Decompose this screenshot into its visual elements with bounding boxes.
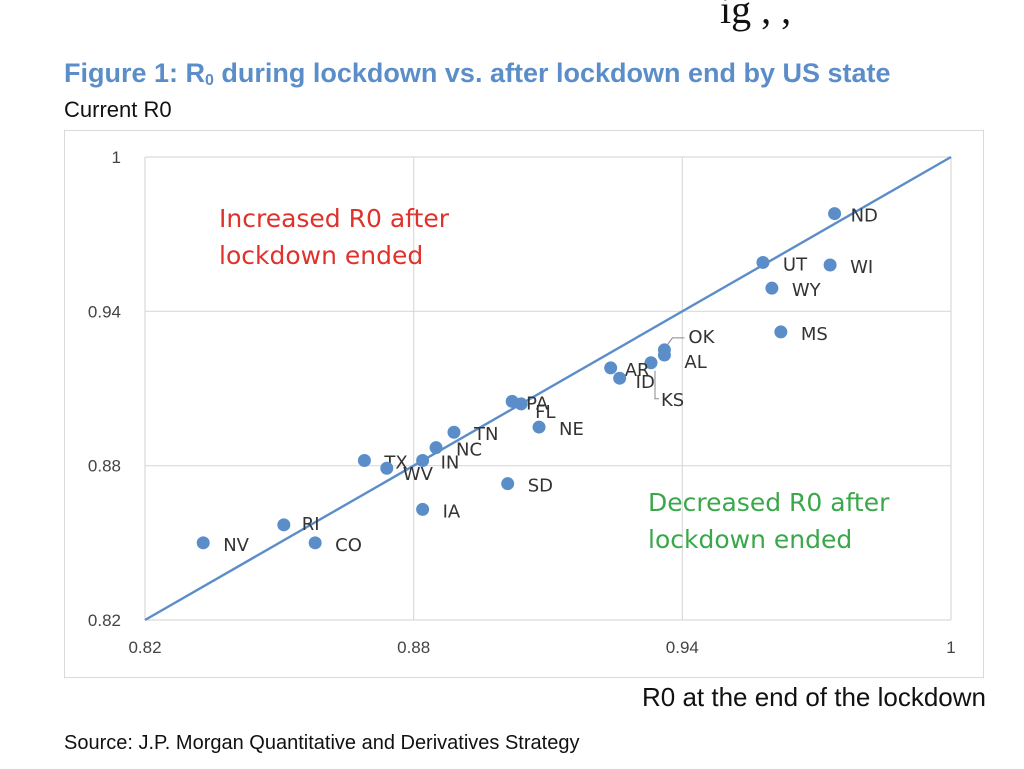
- data-point-fl: [514, 397, 528, 411]
- point-label-ia: IA: [443, 501, 461, 522]
- decreased-annotation-line-2: lockdown ended: [648, 525, 852, 554]
- figure-title-main: Figure 1: R: [64, 58, 206, 88]
- x-tick-label: 0.88: [397, 638, 430, 657]
- point-label-nv: NV: [223, 535, 249, 556]
- point-label-ok: OK: [688, 327, 715, 348]
- figure-title-rest: during lockdown vs. after lockdown end b…: [213, 58, 891, 88]
- point-label-ar: AR: [625, 360, 650, 381]
- point-label-pa: PA: [526, 393, 549, 414]
- x-tick-label: 0.94: [666, 638, 699, 657]
- point-label-ri: RI: [302, 514, 320, 535]
- figure-title: Figure 1: R0 during lockdown vs. after l…: [64, 58, 891, 90]
- data-point-tn: [447, 425, 461, 439]
- data-point-wv: [380, 461, 394, 475]
- point-label-ut: UT: [783, 254, 808, 275]
- header-fragment: ig , ,: [720, 0, 792, 32]
- data-point-nv: [196, 536, 210, 550]
- data-point-ut: [756, 255, 770, 269]
- x-tick-label: 0.82: [128, 638, 161, 657]
- data-point-ks: [644, 356, 658, 370]
- point-label-wi: WI: [850, 257, 873, 278]
- data-point-wi: [823, 258, 837, 272]
- data-point-ne: [532, 420, 546, 434]
- leader-line-ks: [654, 370, 659, 400]
- point-label-sd: SD: [528, 476, 553, 497]
- data-point-ia: [416, 502, 430, 516]
- data-point-al: [657, 348, 671, 362]
- point-label-ne: NE: [559, 419, 584, 440]
- source-note: Source: J.P. Morgan Quantitative and Der…: [64, 732, 580, 754]
- point-label-al: AL: [684, 352, 706, 373]
- reference-line: [144, 155, 952, 622]
- point-label-nc: NC: [456, 440, 482, 461]
- point-label-ks: KS: [661, 390, 684, 411]
- leader-line-ok: [666, 337, 685, 347]
- increased-annotation-line-1: Increased R0 after: [219, 204, 450, 233]
- point-label-tn: TN: [473, 424, 498, 445]
- y-tick-label: 0.82: [88, 611, 121, 630]
- data-point-co: [308, 536, 322, 550]
- data-point-in: [416, 454, 430, 468]
- point-label-co: CO: [335, 535, 362, 556]
- data-point-ms: [774, 325, 788, 339]
- data-point-id: [613, 371, 627, 385]
- point-label-nd: ND: [851, 206, 878, 227]
- data-point-nc: [429, 441, 443, 455]
- point-label-wy: WY: [792, 280, 822, 301]
- increased-annotation-line-2: lockdown ended: [219, 241, 423, 270]
- y-tick-label: 1: [112, 148, 121, 167]
- y-axis-title: Current R0: [64, 97, 172, 122]
- data-point-wy: [765, 281, 779, 295]
- point-label-in: IN: [441, 453, 460, 474]
- data-point-tx: [357, 454, 371, 468]
- data-point-nd: [828, 207, 842, 221]
- point-label-id: ID: [636, 372, 655, 393]
- x-tick-label: 1: [946, 638, 955, 657]
- point-label-ms: MS: [801, 324, 828, 345]
- y-tick-label: 0.94: [88, 302, 121, 321]
- data-point-ar: [604, 361, 618, 375]
- point-label-fl: FL: [535, 402, 555, 423]
- y-tick-label: 0.88: [88, 457, 121, 476]
- figure-title-subscript: 0: [205, 72, 214, 89]
- x-axis-title: R0 at the end of the lockdown: [641, 682, 986, 712]
- point-label-wv: WV: [403, 464, 434, 485]
- chart-frame: 0.82 0.88 0.94 1 0.82 0.88 0.94 1 ND UT WI WY MS OK AL…: [64, 130, 984, 678]
- data-point-sd: [501, 477, 515, 491]
- data-point-ri: [277, 518, 291, 532]
- decreased-annotation-line-1: Decreased R0 after: [648, 488, 890, 517]
- scatter-chart: 0.82 0.88 0.94 1 0.82 0.88 0.94 1 ND UT WI WY MS OK AL…: [88, 148, 956, 657]
